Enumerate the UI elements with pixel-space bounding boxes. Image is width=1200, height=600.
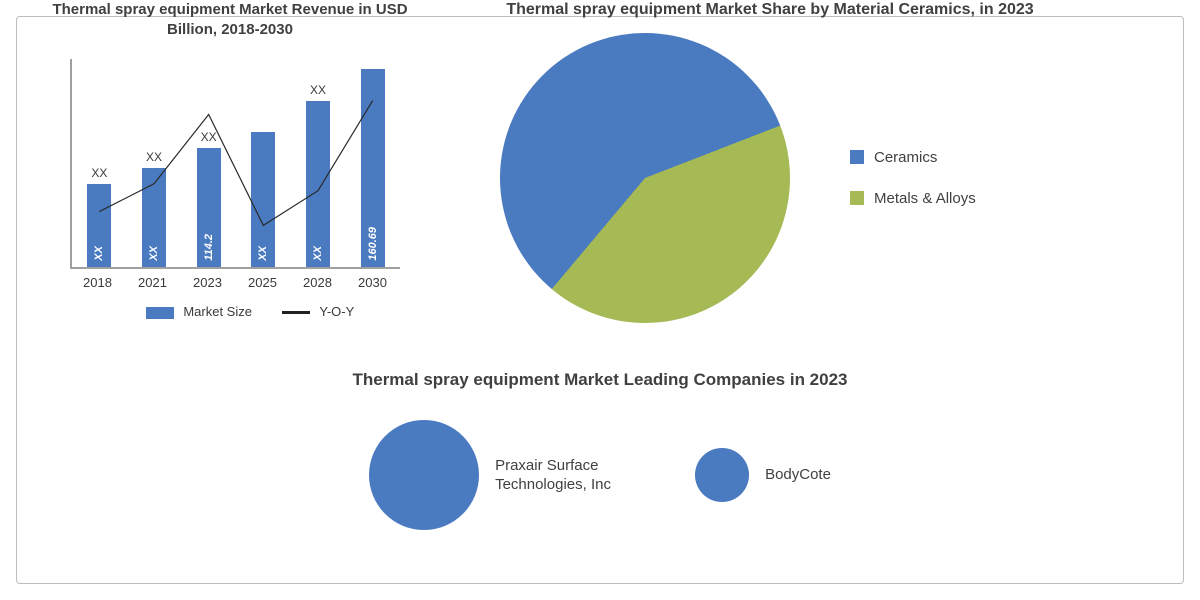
bar-value-label: XX (148, 246, 160, 261)
legend-yoy: Y-O-Y (282, 304, 354, 319)
company-bubble (695, 448, 749, 502)
pie-chart-section: Thermal spray equipment Market Share by … (460, 0, 1200, 360)
bar-value-label: 160.69 (367, 227, 379, 261)
pie-legend-swatch (850, 191, 864, 205)
company-bubbles: Praxair Surface Technologies, Inc BodyCot… (0, 420, 1200, 530)
x-tick-label: 2018 (83, 275, 112, 290)
pie-legend-item: Ceramics (850, 149, 976, 166)
bar: XXXX (142, 168, 166, 267)
bar: XXXX (306, 101, 330, 267)
pie-legend-item: Metals & Alloys (850, 190, 976, 207)
company-bubble (369, 420, 479, 530)
pie-legend-swatch (850, 150, 864, 164)
bar-value-label: XX (312, 246, 324, 261)
x-tick-label: 2028 (303, 275, 332, 290)
bar-value-label: XX (93, 246, 105, 261)
x-tick-label: 2030 (358, 275, 387, 290)
bar: XXXX (87, 184, 111, 267)
legend-market-size: Market Size (146, 304, 252, 319)
legend-yoy-label: Y-O-Y (319, 304, 354, 319)
x-tick-label: 2023 (193, 275, 222, 290)
company-bubble-item: BodyCote (695, 448, 831, 502)
bar-top-label: XX (91, 166, 107, 180)
company-bubble-item: Praxair Surface Technologies, Inc (369, 420, 675, 530)
yoy-line-swatch (282, 311, 310, 314)
bar-top-label: XX (201, 130, 217, 144)
bar-chart-legend: Market Size Y-O-Y (70, 304, 430, 319)
companies-section: Thermal spray equipment Market Leading C… (0, 370, 1200, 530)
company-label: BodyCote (765, 465, 831, 485)
pie-legend-label: Metals & Alloys (874, 190, 976, 207)
bar: XX (251, 132, 275, 267)
legend-market-size-label: Market Size (183, 304, 252, 319)
pie-legend: Ceramics Metals & Alloys (850, 125, 976, 231)
bar: 160.69 (361, 69, 385, 267)
company-label: Praxair Surface Technologies, Inc (495, 456, 675, 495)
bar: 114.2XX (197, 148, 221, 267)
bar-x-axis-labels: 2018 2021 2023 2025 2028 2030 (70, 275, 400, 290)
bar-chart-section: Thermal spray equipment Market Revenue i… (0, 0, 460, 360)
x-tick-label: 2021 (138, 275, 167, 290)
x-tick-label: 2025 (248, 275, 277, 290)
companies-title: Thermal spray equipment Market Leading C… (0, 370, 1200, 390)
bar-value-label: 114.2 (203, 234, 215, 261)
bar-chart-canvas: XXXXXXXX114.2XXXXXXXX160.69 (70, 59, 400, 269)
bar-value-label: XX (257, 246, 269, 261)
market-size-swatch (146, 307, 174, 319)
bar-top-label: XX (310, 83, 326, 97)
pie-chart (500, 33, 790, 323)
pie-wrap: Ceramics Metals & Alloys (460, 33, 1200, 323)
bar-top-label: XX (146, 150, 162, 164)
pie-chart-title: Thermal spray equipment Market Share by … (340, 0, 1200, 21)
top-row: Thermal spray equipment Market Revenue i… (0, 0, 1200, 360)
pie-legend-label: Ceramics (874, 149, 937, 166)
